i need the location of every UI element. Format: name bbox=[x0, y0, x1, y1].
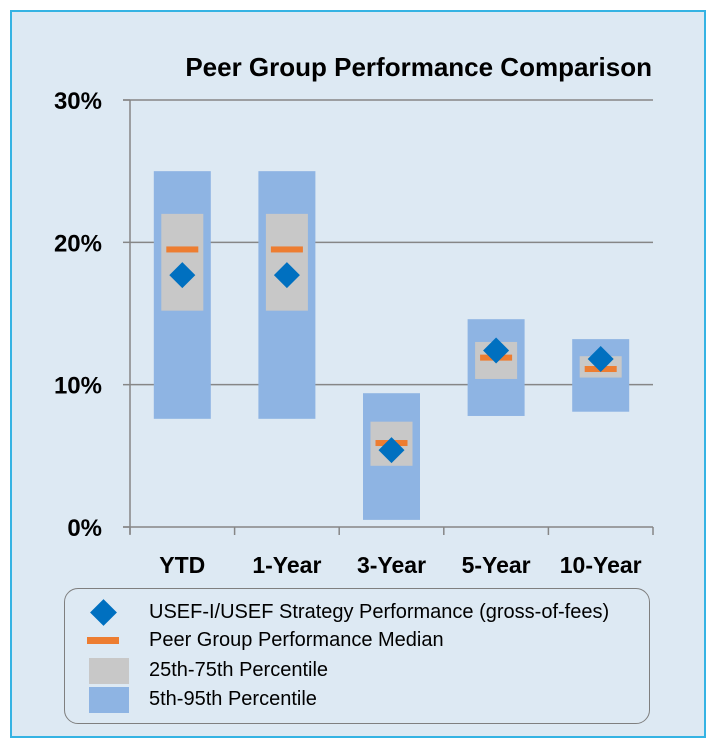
median-marker bbox=[166, 246, 199, 253]
strategy-marker bbox=[587, 346, 614, 373]
y-tick-label: 30% bbox=[54, 88, 102, 115]
legend-item-median: Peer Group Performance Median bbox=[65, 627, 649, 655]
legend-label-median: Peer Group Performance Median bbox=[149, 629, 444, 651]
x-tick-label: 3-Year bbox=[357, 552, 426, 578]
legend-dash-icon bbox=[87, 637, 119, 644]
y-tick-label: 0% bbox=[67, 515, 102, 542]
y-tick-label: 10% bbox=[54, 373, 102, 400]
x-tick-label: 1-Year bbox=[252, 552, 321, 578]
legend-item-strategy: USEF-I/USEF Strategy Performance (gross-… bbox=[65, 599, 649, 627]
y-tick-label: 20% bbox=[54, 230, 102, 257]
legend: USEF-I/USEF Strategy Performance (gross-… bbox=[64, 588, 650, 724]
strategy-marker bbox=[273, 262, 300, 289]
legend-label-p5-95: 5th-95th Percentile bbox=[149, 688, 317, 710]
x-tick-label: YTD bbox=[159, 552, 205, 578]
strategy-marker bbox=[483, 337, 510, 364]
legend-item-p5-95: 5th-95th Percentile bbox=[65, 686, 649, 714]
legend-blue-box-icon bbox=[89, 687, 129, 713]
legend-label-strategy: USEF-I/USEF Strategy Performance (gross-… bbox=[149, 601, 610, 623]
legend-item-p25-75: 25th-75th Percentile bbox=[65, 657, 649, 685]
x-tick-label: 10-Year bbox=[560, 552, 642, 578]
median-marker bbox=[270, 246, 303, 253]
legend-label-p25-75: 25th-75th Percentile bbox=[149, 659, 329, 681]
strategy-marker bbox=[378, 437, 405, 464]
legend-diamond-icon bbox=[90, 599, 117, 626]
legend-gray-box-icon bbox=[89, 658, 129, 684]
strategy-marker bbox=[169, 262, 196, 289]
chart-title: Peer Group Performance Comparison bbox=[185, 52, 652, 82]
x-tick-label: 5-Year bbox=[462, 552, 531, 578]
